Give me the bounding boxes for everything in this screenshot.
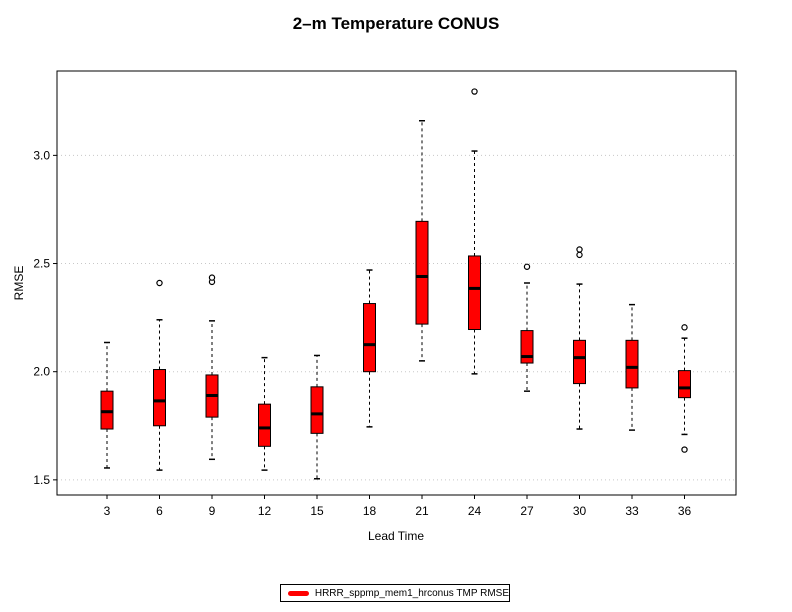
- box-iqr: [573, 339, 586, 385]
- x-tick-label: 27: [520, 504, 534, 518]
- x-axis-label: Lead Time: [368, 529, 424, 543]
- x-tick-label: 24: [468, 504, 482, 518]
- box-lead-21: [415, 120, 429, 362]
- x-tick-label: 6: [156, 504, 163, 518]
- box-lead-12: [258, 356, 271, 471]
- y-axis-ticks: 1.5 2.0 2.5 3.0: [33, 148, 57, 487]
- x-tick-label: 12: [258, 504, 272, 518]
- x-tick-label: 15: [310, 504, 324, 518]
- plot-frame: [56, 70, 737, 496]
- box-lead-6: [153, 279, 166, 471]
- y-tick-label: 2.5: [33, 257, 50, 271]
- y-tick-label: 2.0: [33, 365, 50, 379]
- x-tick-label: 3: [104, 504, 111, 518]
- chart-title: 2–m Temperature CONUS: [293, 14, 500, 33]
- box-lead-27: [520, 263, 534, 392]
- x-axis-ticks: 3 6 9 12 15 18 21 24 27 30 33 36: [104, 495, 692, 518]
- box-iqr: [153, 369, 166, 427]
- x-tick-label: 21: [415, 504, 429, 518]
- box-lead-9: [205, 274, 219, 461]
- legend: HRRR_sppmp_mem1_hrconus TMP RMSE: [280, 584, 510, 602]
- box-iqr: [310, 386, 324, 434]
- box-lead-18: [363, 269, 376, 428]
- box-lead-30: [573, 246, 586, 430]
- legend-swatch: [288, 590, 309, 596]
- box-series: [100, 88, 691, 480]
- box-lead-3: [100, 341, 114, 469]
- outlier-point: [681, 446, 688, 453]
- x-tick-label: 33: [625, 504, 639, 518]
- box-lead-36: [678, 324, 691, 453]
- box-lead-33: [625, 303, 639, 431]
- outlier-point: [208, 274, 216, 281]
- legend-series-name: HRRR_sppmp_mem1_hrconus TMP RMSE: [314, 587, 509, 599]
- box-lead-15: [310, 354, 324, 480]
- outlier-point: [156, 279, 163, 287]
- box-iqr: [520, 330, 534, 364]
- outlier-point: [471, 88, 478, 95]
- x-tick-label: 18: [363, 504, 377, 518]
- box-iqr: [678, 370, 691, 399]
- box-iqr: [258, 403, 271, 447]
- x-tick-label: 30: [573, 504, 587, 518]
- box-iqr: [100, 390, 114, 430]
- box-iqr: [625, 339, 639, 389]
- x-tick-label: 36: [678, 504, 692, 518]
- box-iqr: [468, 255, 481, 331]
- box-lead-24: [468, 88, 481, 375]
- box-iqr: [363, 303, 376, 373]
- y-tick-label: 1.5: [33, 473, 50, 487]
- outlier-point: [681, 324, 688, 331]
- outlier-point: [523, 263, 531, 270]
- y-tick-label: 3.0: [33, 148, 50, 162]
- outlier-point: [576, 246, 583, 253]
- y-axis-label: RMSE: [12, 266, 26, 301]
- box-iqr: [415, 220, 429, 325]
- grid-lines: [57, 154, 736, 481]
- x-tick-label: 9: [209, 504, 216, 518]
- outlier-point: [576, 251, 583, 259]
